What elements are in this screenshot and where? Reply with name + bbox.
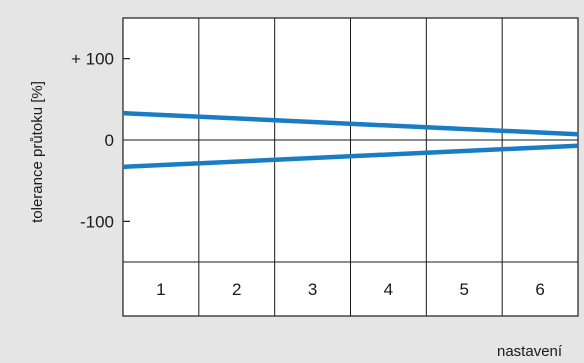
y-tick-label: -100 bbox=[80, 212, 114, 231]
series-group bbox=[122, 110, 579, 170]
x-axis-title: nastavení bbox=[497, 343, 563, 360]
category-label: 6 bbox=[535, 280, 544, 299]
category-label: 1 bbox=[156, 280, 165, 299]
grid-lines bbox=[123, 18, 578, 316]
category-label: 2 bbox=[232, 280, 241, 299]
lower-tolerance-line bbox=[122, 143, 579, 170]
category-label: 3 bbox=[308, 280, 317, 299]
upper-tolerance-line bbox=[122, 110, 579, 137]
category-label: 5 bbox=[460, 280, 469, 299]
y-ticks: + 100 0 -100 bbox=[71, 50, 578, 231]
category-label: 4 bbox=[384, 280, 393, 299]
y-tick-label: 0 bbox=[105, 131, 114, 150]
y-tick-label: + 100 bbox=[71, 50, 114, 69]
y-axis-title: tolerance průtoku [%] bbox=[29, 81, 46, 223]
category-row: 1 2 3 4 5 6 bbox=[156, 280, 545, 299]
